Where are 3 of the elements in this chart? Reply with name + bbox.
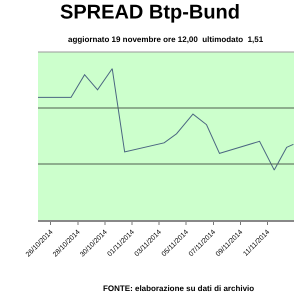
source-note: FONTE: elaborazione su dati di archivio — [103, 284, 254, 293]
chart-subtitle: aggiornato 19 novembre ore 12,00 ultimodato 1,51 — [68, 35, 264, 44]
chart-title: SPREAD Btp-Bund — [60, 2, 240, 24]
